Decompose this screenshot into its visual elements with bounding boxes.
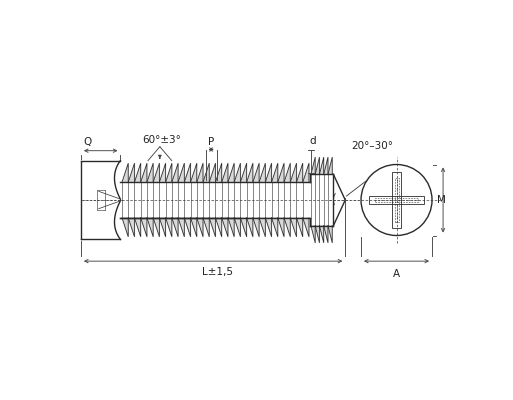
Polygon shape: [271, 218, 278, 237]
Polygon shape: [259, 163, 265, 182]
Polygon shape: [203, 163, 209, 182]
Polygon shape: [178, 218, 184, 237]
Polygon shape: [265, 218, 271, 237]
Polygon shape: [190, 218, 197, 237]
Polygon shape: [153, 218, 160, 237]
Polygon shape: [203, 218, 209, 237]
Polygon shape: [147, 163, 153, 182]
Polygon shape: [303, 218, 309, 237]
Polygon shape: [215, 163, 222, 182]
Polygon shape: [253, 218, 259, 237]
Polygon shape: [209, 163, 215, 182]
Text: Q: Q: [84, 137, 92, 147]
Polygon shape: [172, 163, 178, 182]
Polygon shape: [172, 218, 178, 237]
Polygon shape: [128, 163, 134, 182]
Polygon shape: [241, 163, 247, 182]
Polygon shape: [315, 226, 320, 243]
Polygon shape: [134, 163, 141, 182]
Polygon shape: [197, 163, 203, 182]
Polygon shape: [284, 218, 290, 237]
Polygon shape: [184, 163, 190, 182]
Polygon shape: [209, 218, 215, 237]
Polygon shape: [184, 218, 190, 237]
Polygon shape: [160, 218, 166, 237]
Polygon shape: [128, 218, 134, 237]
Polygon shape: [234, 163, 241, 182]
Polygon shape: [122, 163, 128, 182]
Polygon shape: [166, 163, 172, 182]
Polygon shape: [320, 157, 324, 174]
Polygon shape: [166, 218, 172, 237]
Polygon shape: [328, 157, 332, 174]
Polygon shape: [190, 163, 197, 182]
Polygon shape: [247, 163, 253, 182]
Text: d: d: [309, 136, 316, 146]
Polygon shape: [328, 226, 332, 243]
Polygon shape: [247, 218, 253, 237]
Polygon shape: [265, 163, 271, 182]
Polygon shape: [297, 163, 303, 182]
Text: M: M: [437, 195, 445, 205]
Text: 20°–30°: 20°–30°: [351, 140, 393, 150]
Polygon shape: [160, 163, 166, 182]
Polygon shape: [303, 163, 309, 182]
Polygon shape: [311, 226, 315, 243]
Polygon shape: [141, 163, 147, 182]
Polygon shape: [215, 218, 222, 237]
Polygon shape: [311, 157, 315, 174]
Polygon shape: [178, 163, 184, 182]
Polygon shape: [278, 163, 284, 182]
Polygon shape: [290, 218, 297, 237]
Polygon shape: [228, 218, 234, 237]
Polygon shape: [253, 163, 259, 182]
Polygon shape: [122, 218, 128, 237]
Polygon shape: [290, 163, 297, 182]
Text: A: A: [393, 269, 400, 279]
Text: L±1,5: L±1,5: [202, 267, 232, 277]
Polygon shape: [284, 163, 290, 182]
Polygon shape: [147, 218, 153, 237]
Polygon shape: [134, 218, 141, 237]
Polygon shape: [228, 163, 234, 182]
Polygon shape: [234, 218, 241, 237]
Polygon shape: [141, 218, 147, 237]
Polygon shape: [320, 226, 324, 243]
Polygon shape: [153, 163, 160, 182]
Text: 60°±3°: 60°±3°: [143, 135, 181, 145]
Polygon shape: [324, 157, 328, 174]
Polygon shape: [297, 218, 303, 237]
Polygon shape: [222, 218, 228, 237]
Polygon shape: [315, 157, 320, 174]
Text: P: P: [208, 137, 214, 147]
Polygon shape: [324, 226, 328, 243]
Polygon shape: [197, 218, 203, 237]
Polygon shape: [278, 218, 284, 237]
Polygon shape: [259, 218, 265, 237]
Polygon shape: [222, 163, 228, 182]
Polygon shape: [271, 163, 278, 182]
Polygon shape: [241, 218, 247, 237]
